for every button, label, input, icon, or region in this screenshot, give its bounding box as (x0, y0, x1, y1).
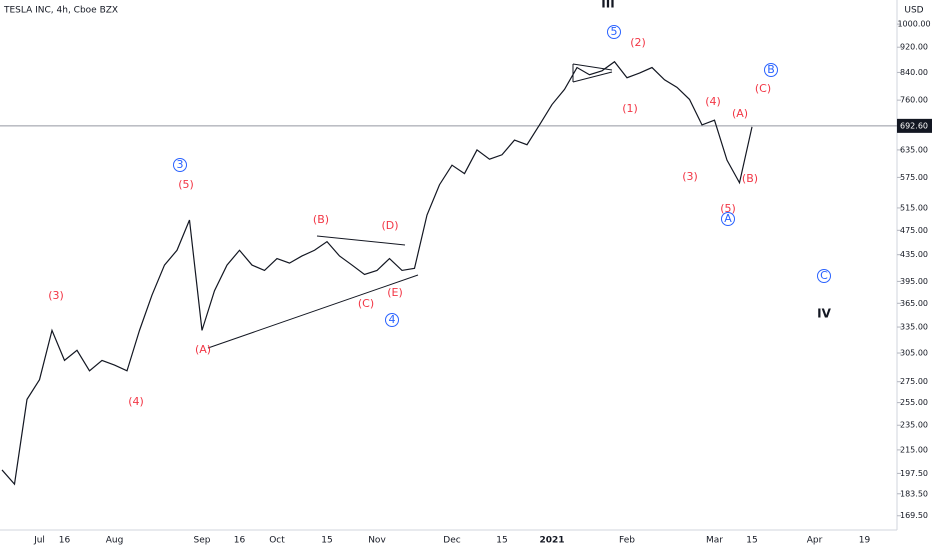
x-tick-label: Apr (807, 536, 823, 546)
y-tick-label: 1000.00 (897, 20, 930, 29)
last-price-box (897, 118, 932, 133)
x-tick-label: 16 (59, 536, 71, 546)
last-price-label: 692.60 (900, 121, 928, 130)
wave-label: IV (817, 307, 831, 321)
wave-label: A (724, 212, 732, 225)
x-tick-label: Aug (106, 536, 124, 546)
x-tick-label: 15 (746, 536, 757, 546)
wave-circle (764, 63, 778, 77)
x-tick-label: 15 (496, 536, 507, 546)
wave-label: (1) (622, 102, 638, 115)
x-tick-label: 19 (859, 536, 871, 546)
y-tick-label: 275.00 (900, 377, 928, 386)
triangle-upper-line (316, 235, 406, 246)
x-tick-label: Mar (706, 536, 723, 546)
y-tick-label: 335.00 (900, 323, 928, 332)
wave-label: (4) (128, 395, 144, 408)
y-tick-label: 575.00 (900, 173, 928, 182)
y-tick-label: 255.00 (900, 398, 928, 407)
x-tick-label: 16 (234, 536, 246, 546)
wave-label: (C) (755, 82, 771, 95)
y-tick-label: 215.00 (900, 445, 928, 454)
small-triangle-upper (572, 63, 613, 71)
x-tick-label: Jul (33, 536, 45, 546)
y-tick-label: 515.00 (900, 203, 928, 212)
wave-label: (3) (682, 170, 698, 183)
y-tick-label: 305.00 (900, 349, 928, 358)
wave-label: (5) (720, 202, 736, 215)
x-tick-label: Oct (269, 536, 285, 546)
wave-circle (607, 25, 621, 39)
y-tick-label: 840.00 (900, 68, 928, 77)
price-line (1, 60, 753, 486)
small-triangle-lower (572, 71, 613, 83)
y-tick-label: 235.00 (900, 421, 928, 430)
symbol-header: TESLA INC, 4h, Cboe BZX (3, 6, 118, 16)
y-tick-label: 197.50 (900, 469, 928, 478)
x-tick-label: Sep (194, 536, 211, 546)
wave-label: (5) (178, 178, 194, 191)
y-tick-label: 435.00 (900, 250, 928, 259)
y-tick-label: 169.50 (900, 511, 928, 520)
x-tick-label: Nov (368, 536, 386, 546)
y-tick-label: 183.50 (900, 489, 928, 498)
wave-label: (4) (705, 95, 721, 108)
wave-circle (385, 313, 399, 327)
x-tick-label: 2021 (539, 536, 564, 546)
wave-label: (B) (742, 172, 758, 185)
currency: USD (904, 6, 923, 16)
y-tick-label: 760.00 (900, 96, 928, 105)
y-tick-label: 920.00 (900, 43, 928, 52)
wave-lines (207, 63, 613, 349)
wave-label: (D) (381, 219, 398, 232)
wave-circle (721, 212, 735, 226)
y-tick-label: 395.00 (900, 277, 928, 286)
wave-circle (817, 269, 831, 283)
wave-label: (3) (48, 289, 64, 302)
wave-label: (A) (195, 343, 211, 356)
wave-label: (B) (313, 213, 329, 226)
x-tick-label: Feb (619, 536, 635, 546)
wave-circle (173, 158, 187, 172)
wave-label: III (601, 0, 614, 11)
y-tick-label: 365.00 (900, 299, 928, 308)
wave-label: 4 (389, 313, 396, 326)
wave-label: 5 (611, 25, 618, 38)
x-tick-label: Dec (443, 536, 460, 546)
y-tick-label: 635.00 (900, 145, 928, 154)
wave-label: (A) (732, 107, 748, 120)
triangle-lower-line (207, 274, 419, 349)
wave-label: (E) (387, 286, 403, 299)
wave-label: (C) (358, 297, 374, 310)
wave-label: 3 (177, 158, 184, 171)
x-tick-label: 15 (321, 536, 332, 546)
wave-label: B (767, 63, 775, 76)
wave-label: (2) (630, 36, 646, 49)
y-tick-label: 475.00 (900, 226, 928, 235)
wave-label: C (820, 269, 828, 282)
